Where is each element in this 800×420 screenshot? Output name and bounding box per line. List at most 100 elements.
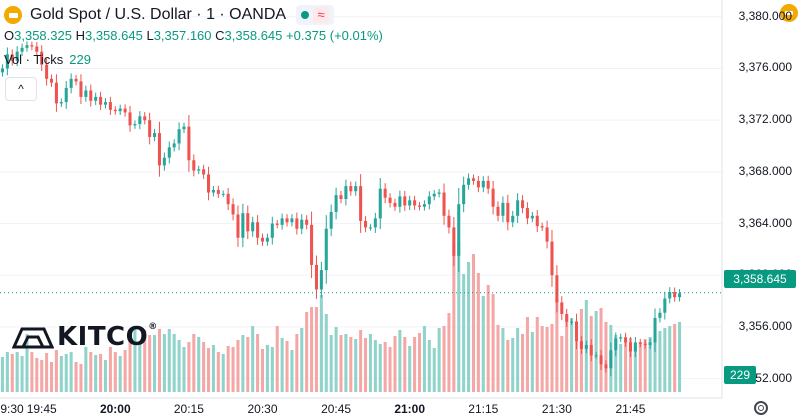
close-label: C (215, 28, 225, 43)
volume-bar (256, 334, 260, 392)
candle-body (663, 298, 667, 313)
volume-bar (432, 348, 436, 392)
time-axis-label: 21:15 (468, 402, 499, 416)
volume-bar (0, 357, 4, 392)
candle-body (574, 321, 579, 342)
volume-bar (79, 364, 83, 392)
candle-body (79, 81, 83, 97)
time-axis-label: 20:15 (173, 402, 204, 416)
volume-bar (329, 335, 333, 392)
volume-bar (25, 334, 29, 392)
candle-body (30, 45, 34, 47)
volume-bar (648, 337, 652, 392)
settings-gear-icon[interactable] (754, 401, 768, 415)
volume-bar (550, 324, 554, 392)
candle-body (285, 218, 289, 223)
volume-bar (471, 254, 475, 392)
volume-bar (15, 352, 19, 392)
volume-bar (10, 354, 14, 392)
candle-body (525, 208, 529, 219)
time-axis-label: 21:00 (394, 402, 426, 416)
gold-bar-icon[interactable] (780, 4, 798, 22)
candle-body (535, 215, 539, 227)
volume-bar (211, 345, 215, 392)
gold-bar-icon (4, 6, 22, 24)
candle-body (550, 241, 554, 276)
volume-bar (540, 326, 544, 392)
volume-bar (265, 345, 269, 392)
volume-bar (633, 346, 637, 392)
candle-body (138, 116, 142, 125)
current-price-tag: 3,358.645 (724, 270, 796, 288)
candle-body (344, 186, 348, 199)
candle-body (579, 341, 583, 349)
candle-body (609, 350, 613, 369)
volume-bar (157, 329, 161, 392)
volume-bar (668, 326, 672, 392)
candle-body (113, 109, 117, 112)
time-axis-label: 20:45 (321, 402, 352, 416)
candle-body (305, 219, 309, 225)
candle-body (442, 192, 446, 216)
candle-body (251, 222, 255, 232)
candle-body (462, 184, 466, 205)
volume-bars (0, 242, 682, 392)
candle-body (624, 337, 628, 343)
volume-bar (344, 334, 348, 392)
volume-bar (103, 360, 108, 392)
time-axis-label: 21:45 (615, 402, 646, 416)
volume-bar (172, 334, 176, 392)
candle-body (25, 45, 29, 48)
candle-body (231, 204, 235, 215)
volume-bar (221, 354, 225, 392)
collapse-legend-button[interactable]: ^ (5, 77, 37, 101)
volume-bar (246, 337, 250, 392)
volume-bar (555, 299, 559, 392)
volume-bar (417, 333, 422, 392)
volume-bar (324, 314, 328, 392)
volume-bar (319, 295, 323, 392)
price-axis-label: 3,376.000 (738, 60, 792, 75)
close-value: 3,358.645 (224, 28, 283, 43)
volume-bar (349, 337, 353, 392)
symbol-title-row[interactable]: Gold Spot / U.S. Dollar · 1 · OANDA ≈ (4, 5, 335, 25)
candle-body (594, 355, 598, 357)
volume-bar (452, 244, 456, 392)
candle-body (545, 227, 549, 242)
volume-bar (197, 337, 201, 392)
volume-bar (530, 332, 534, 392)
volume-legend[interactable]: Vol · Ticks 229 (4, 52, 91, 67)
volume-bar (373, 340, 377, 392)
volume-bar (496, 325, 500, 392)
volume-bar (74, 362, 78, 392)
symbol-title[interactable]: Gold Spot / U.S. Dollar · 1 · OANDA (30, 6, 287, 23)
candle-body (467, 178, 471, 185)
candle-body (570, 321, 574, 323)
volume-bar (49, 362, 54, 392)
volume-bar (638, 342, 642, 392)
candle-body (584, 345, 588, 349)
ohlc-values: O3,358.325 H3,358.645 L3,357.160 C3,358.… (4, 28, 383, 43)
candle-body (15, 51, 19, 61)
volume-bar (525, 317, 529, 392)
volume-bar (202, 342, 206, 392)
candle-body (329, 211, 333, 229)
candle-body (668, 292, 672, 299)
volume-bar (457, 242, 461, 392)
candle-body (452, 227, 456, 256)
candle-body (103, 102, 108, 105)
volume-bar (368, 334, 372, 392)
candle-body (157, 133, 161, 166)
volume-bar (334, 327, 338, 392)
candle-body (153, 133, 157, 137)
status-pill[interactable]: ≈ (296, 5, 335, 25)
volume-bar (300, 328, 304, 392)
candle-body (516, 200, 520, 216)
volume-bar (521, 334, 525, 392)
volume-bar (545, 327, 549, 392)
volume-bar (624, 342, 628, 392)
candle-body (555, 275, 559, 303)
candle-body (486, 180, 490, 189)
high-label: H (75, 28, 85, 43)
